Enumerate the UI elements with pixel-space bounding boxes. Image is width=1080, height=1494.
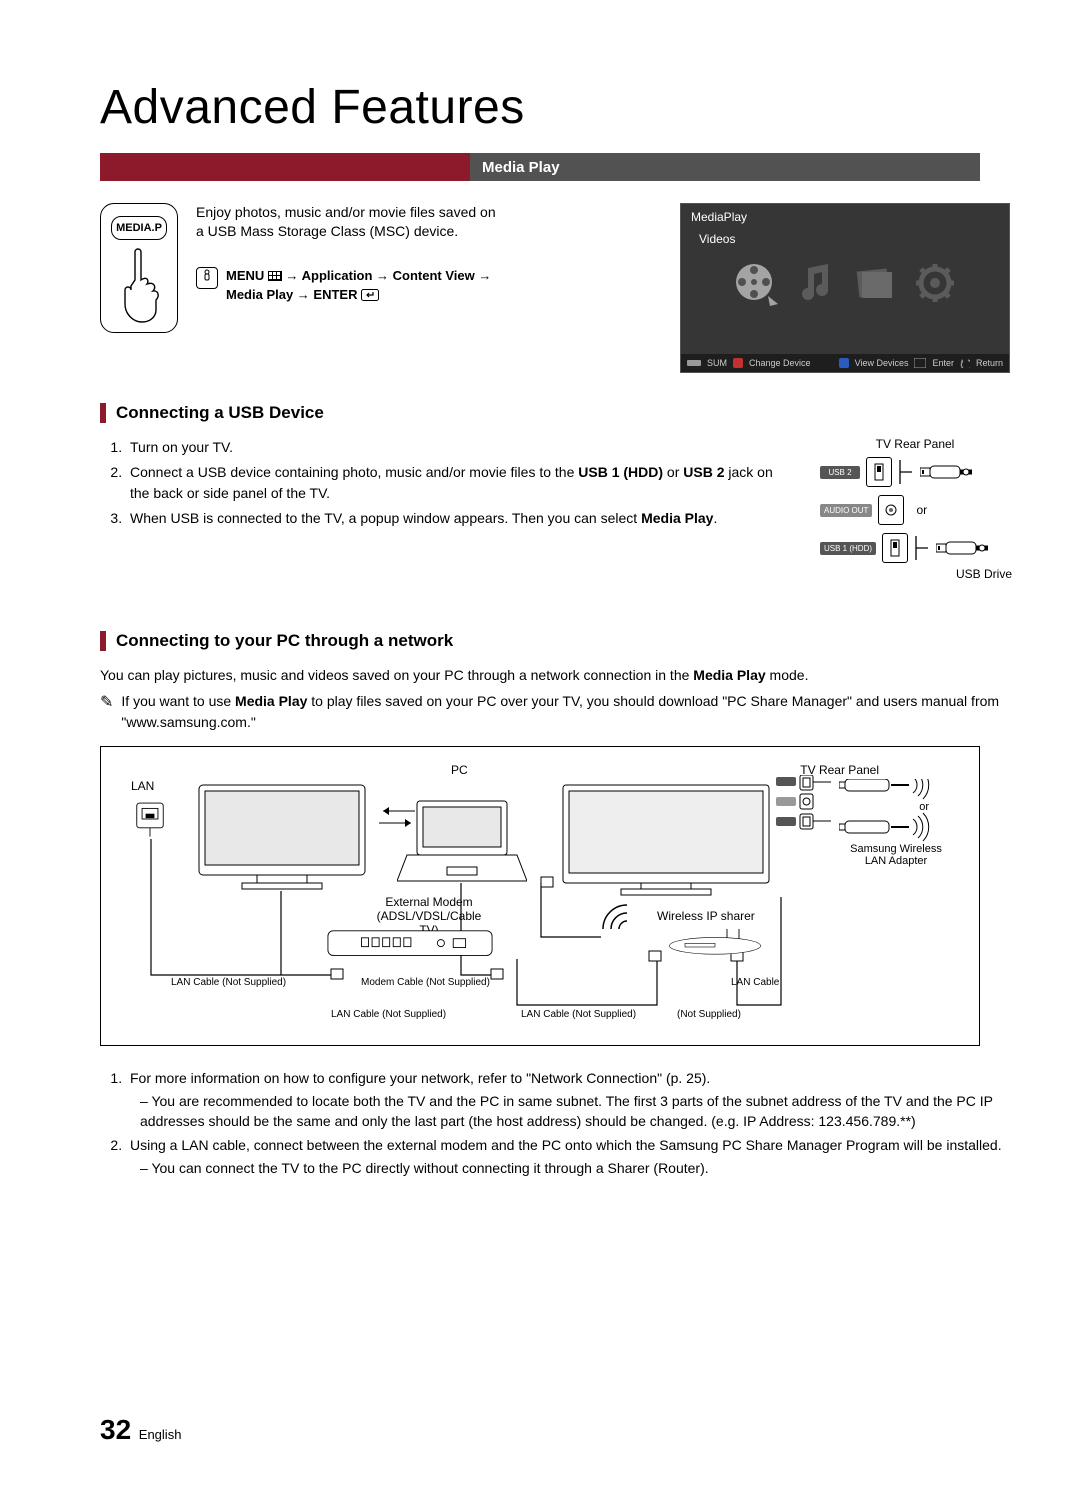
note-icon: ✎ xyxy=(100,691,113,714)
menu-path-rest: → Application → Content View → Media Pla… xyxy=(226,268,491,302)
footer-sum: SUM xyxy=(707,358,727,368)
usb-section-title: Connecting a USB Device xyxy=(100,403,1020,423)
banner-label: Media Play xyxy=(470,153,980,181)
usb2-port-row: USB 2 xyxy=(820,457,972,487)
footer-change: Change Device xyxy=(749,358,811,368)
network-note: ✎ If you want to use Media Play to play … xyxy=(100,691,1020,732)
network-step-2-sub: – You can connect the TV to the PC direc… xyxy=(140,1158,1020,1178)
tv-preview-title: MediaPlay xyxy=(681,204,1009,230)
tv-preview-subtitle: Videos xyxy=(681,230,1009,246)
network-steps: For more information on how to configure… xyxy=(100,1068,1020,1179)
page-number: 32 xyxy=(100,1414,131,1445)
audio-label: AUDIO OUT xyxy=(820,504,872,517)
diag-lan-cable-1: LAN Cable (Not Supplied) xyxy=(171,977,286,988)
network-section-title: Connecting to your PC through a network xyxy=(100,631,1020,651)
usb-heading: Connecting a USB Device xyxy=(116,403,324,423)
diag-modem-cable: Modem Cable (Not Supplied) xyxy=(361,977,490,988)
cable-lines xyxy=(101,747,981,1047)
page-title: Advanced Features xyxy=(100,80,1020,135)
page-lang: English xyxy=(139,1427,182,1442)
media-play-block: MEDIA.P Enjoy photos, music and/or movie… xyxy=(100,203,1020,373)
router-icon xyxy=(635,929,795,959)
footer-return: Return xyxy=(976,358,1003,368)
footer-view: View Devices xyxy=(855,358,909,368)
usb-step-3: When USB is connected to the TV, a popup… xyxy=(126,508,790,529)
diag-not-supplied: (Not Supplied) xyxy=(677,1009,741,1020)
usb-columns: Turn on your TV. Connect a USB device co… xyxy=(100,437,1020,581)
tv-preview-footer: SUM Change Device View Devices Enter Ret… xyxy=(681,354,1009,372)
usb2-port-icon xyxy=(866,457,892,487)
banner-accent xyxy=(100,153,470,181)
network-intro: You can play pictures, music and videos … xyxy=(100,665,1020,685)
usb2-label: USB 2 xyxy=(820,466,860,479)
section-accent-bar-2 xyxy=(100,631,106,651)
usb-plug-icon xyxy=(920,465,972,479)
menu-path-text: MENU → Application → Content View → Medi… xyxy=(226,267,496,305)
remote-diagram: MEDIA.P xyxy=(100,203,178,333)
modem-icon xyxy=(315,929,505,959)
network-step-1: For more information on how to configure… xyxy=(126,1068,1020,1132)
usb-step-2: Connect a USB device containing photo, m… xyxy=(126,462,790,504)
bracket-icon xyxy=(898,458,914,486)
music-note-icon xyxy=(792,260,838,306)
rear-panel-label: TV Rear Panel xyxy=(810,437,1020,451)
device-icon xyxy=(687,358,701,368)
diag-lan-cable-2: LAN Cable xyxy=(731,977,779,988)
enter-icon xyxy=(361,289,379,301)
red-badge-icon xyxy=(733,358,743,368)
usb-steps: Turn on your TV. Connect a USB device co… xyxy=(100,437,790,529)
bracket-icon-2 xyxy=(914,534,930,562)
menu-path: MENU → Application → Content View → Medi… xyxy=(196,267,496,305)
usb1-label: USB 1 (HDD) xyxy=(820,542,876,555)
usb-drive-label: USB Drive xyxy=(810,567,1020,581)
network-diagram: LAN PC TV Rear Panel or Samsung Wireless… xyxy=(100,746,980,1046)
remote-button-label: MEDIA.P xyxy=(111,216,167,240)
diag-lan-cable-3: LAN Cable (Not Supplied) xyxy=(331,1009,446,1020)
media-intro-text: Enjoy photos, music and/or movie files s… xyxy=(196,203,496,241)
diag-lan-cable-4: LAN Cable (Not Supplied) xyxy=(521,1009,636,1020)
usb-plug-icon-2 xyxy=(936,541,988,555)
blue-badge-icon xyxy=(839,358,849,368)
tv-preview-icons xyxy=(681,260,1009,306)
or-label: or xyxy=(916,503,927,517)
section-accent-bar xyxy=(100,403,106,423)
footer-enter: Enter xyxy=(932,358,954,368)
usb1-port-icon xyxy=(882,533,908,563)
usb-step-1: Turn on your TV. xyxy=(126,437,790,458)
film-reel-icon xyxy=(732,260,778,306)
remote-osd-icon xyxy=(196,267,218,289)
network-step-2: Using a LAN cable, connect between the e… xyxy=(126,1135,1020,1178)
network-heading: Connecting to your PC through a network xyxy=(116,631,453,651)
menu-grid-icon xyxy=(268,271,282,281)
rear-panel-block: TV Rear Panel USB 2 AUDIO OUT or USB 1 (… xyxy=(810,437,1020,581)
audio-port-icon xyxy=(878,495,904,525)
tv-ui-preview: MediaPlay Videos SUM Change Device View … xyxy=(680,203,1010,373)
section-banner: Media Play xyxy=(100,153,980,181)
return-small-icon xyxy=(960,358,970,368)
hand-icon xyxy=(117,246,167,326)
network-step-1-sub: – You are recommended to locate both the… xyxy=(140,1091,1020,1132)
menu-word: MENU xyxy=(226,268,264,283)
usb1-port-row: USB 1 (HDD) xyxy=(820,533,988,563)
page-footer: 32 English xyxy=(100,1414,181,1446)
enter-small-icon xyxy=(914,358,926,368)
media-intro-block: Enjoy photos, music and/or movie files s… xyxy=(196,203,496,373)
wifi-waves-icon xyxy=(601,903,635,937)
photos-icon xyxy=(852,260,898,306)
settings-gear-icon xyxy=(912,260,958,306)
diag-sharer: Wireless IP sharer xyxy=(657,909,755,923)
rear-panel-diagram: USB 2 AUDIO OUT or USB 1 (HDD) xyxy=(820,457,1010,563)
audio-port-row: AUDIO OUT or xyxy=(820,495,927,525)
